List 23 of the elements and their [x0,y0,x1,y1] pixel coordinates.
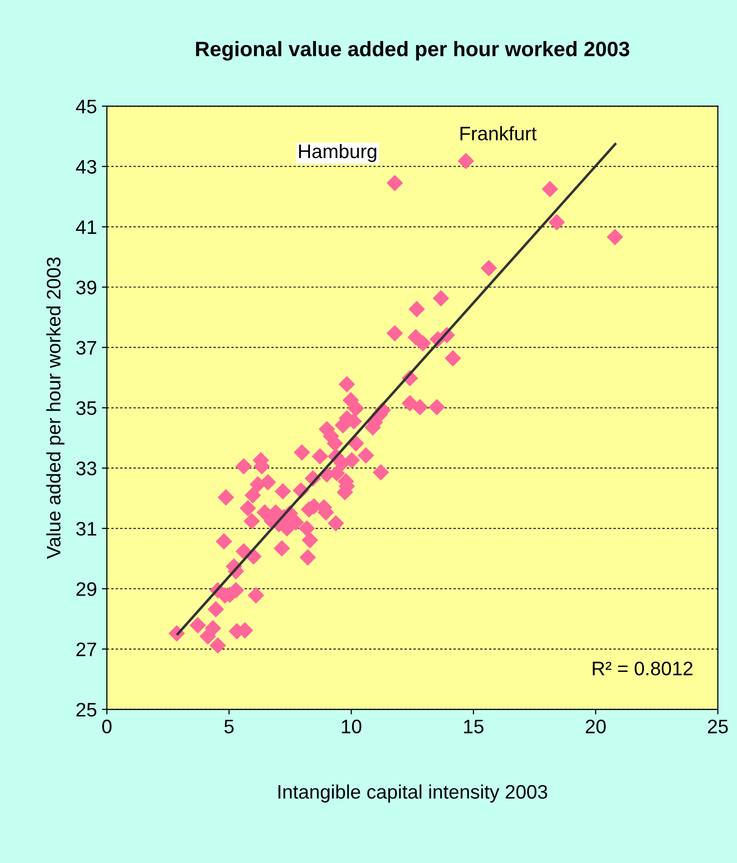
y-tick-label: 39 [76,280,96,294]
chart-title: Regional value added per hour worked 2003 [196,41,630,61]
y-tick-label: 41 [76,220,96,234]
x-tick-label: 10 [342,720,362,734]
y-tick-label: 33 [76,462,96,476]
x-tick-label: 15 [464,720,484,734]
x-axis-title: Intangible capital intensity 2003 [278,784,548,803]
annotation: Hamburg [299,144,376,162]
y-tick-label: 29 [76,582,96,596]
x-tick-label: 20 [586,720,606,734]
y-tick-label: 27 [76,642,96,656]
y-tick-label: 43 [76,160,96,174]
x-tick-label: 25 [708,720,728,734]
x-tick-label: 5 [224,720,234,734]
y-tick-label: 35 [76,401,96,416]
y-tick-label: 25 [76,702,96,717]
y-tick-label: 37 [76,340,96,355]
annotation: R² = 0.8012 [592,662,692,676]
y-axis-title: Value added per hour worked 2003 [46,257,64,559]
annotation: Frankfurt [460,126,537,140]
y-tick-label: 45 [76,100,96,114]
y-tick-label: 31 [76,522,96,536]
x-tick-label: 0 [102,720,112,734]
